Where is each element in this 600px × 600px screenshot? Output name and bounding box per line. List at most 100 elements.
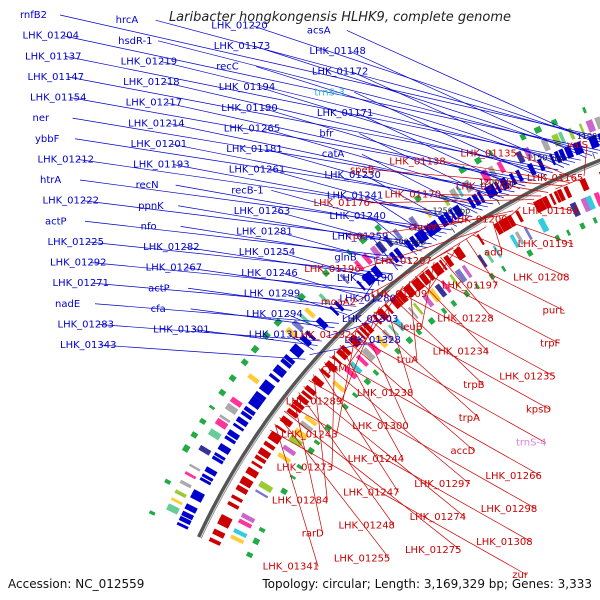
gene-label: LHK_01311 [249, 330, 305, 341]
gene-label: LHK_01301 [153, 325, 209, 336]
gene-label: ybbF [35, 134, 60, 145]
gene-label: LHK_01172 [312, 67, 368, 78]
kbp-tick-mark [543, 174, 547, 181]
gene-label: leuB [400, 322, 422, 333]
feature-tracks [148, 106, 600, 559]
label-leader [278, 251, 384, 283]
label-leader [369, 215, 418, 256]
gene-feature [229, 396, 243, 408]
gene-feature [277, 452, 292, 464]
gene-feature [293, 427, 309, 441]
gene-feature [414, 277, 425, 289]
label-leader [268, 169, 463, 224]
label-leader [155, 19, 600, 140]
gene-feature [577, 141, 585, 154]
label-leader [391, 296, 484, 386]
label-leader [284, 410, 461, 551]
label-leader [79, 179, 452, 231]
gene-feature [349, 361, 363, 374]
gene-feature [537, 217, 550, 233]
label-leader [266, 148, 483, 211]
gene-feature [597, 133, 600, 142]
gene-feature [532, 200, 543, 214]
label-leader [183, 246, 389, 279]
gene-label: LHK_01183 [522, 206, 578, 217]
gene-feature [407, 306, 419, 320]
label-leader [440, 194, 542, 197]
gene-label: LHK_01292 [50, 258, 106, 269]
gene-feature [304, 384, 317, 397]
gene-feature [427, 316, 436, 325]
kbp-tick-mark [451, 227, 456, 233]
gene-feature [370, 266, 382, 279]
gene-feature [253, 390, 267, 403]
gene-feature [211, 455, 224, 465]
gene-feature [351, 391, 359, 399]
gene-feature [315, 317, 329, 330]
gene-feature [548, 193, 557, 206]
gene-feature [558, 148, 568, 162]
gene-label: LHK_01308 [476, 537, 532, 548]
gene-feature [311, 375, 325, 388]
gene-label: LHK_01300 [352, 421, 408, 432]
label-leader [446, 252, 565, 311]
gene-label: LHK_01280 [339, 294, 395, 305]
label-leader [309, 339, 385, 356]
gene-feature [553, 190, 562, 203]
gene-label: LHK_01274 [410, 512, 466, 523]
gene-feature [240, 512, 256, 524]
gene-label: LHK_01275 [405, 545, 461, 556]
label-leader [323, 362, 470, 485]
gene-feature [493, 222, 504, 236]
gene-feature [415, 328, 423, 336]
gene-feature [240, 358, 249, 367]
accession-text: Accession: NC_012559 [8, 577, 144, 591]
kbp-tick-mark [407, 258, 413, 264]
kbp-tick-label: 1300 kbp [388, 238, 426, 247]
gene-feature [243, 405, 256, 417]
gene-feature [208, 537, 222, 546]
gene-feature [240, 475, 254, 486]
label-leader [303, 386, 466, 518]
label-leader [359, 133, 499, 202]
label-leader [190, 308, 335, 329]
gene-feature [509, 234, 520, 249]
gene-label: LHK_01194 [219, 82, 275, 93]
gene-feature [219, 414, 231, 424]
gene-feature [476, 233, 485, 246]
kbp-tick-label: 1250 kbp [433, 206, 471, 215]
gene-feature [213, 452, 226, 461]
gene-feature [214, 417, 229, 430]
label-leader [253, 45, 593, 156]
label-leader [77, 159, 473, 217]
gene-feature [280, 487, 288, 496]
gene-feature [296, 292, 306, 302]
gene-feature [373, 265, 384, 277]
gene-feature [279, 415, 294, 428]
gene-feature [456, 246, 467, 259]
gene-feature [592, 216, 598, 224]
gene-feature [219, 442, 232, 453]
gene-feature [455, 185, 465, 198]
gene-feature [550, 118, 559, 127]
gene-feature [224, 402, 239, 416]
gene-feature [500, 217, 513, 231]
gene-feature [393, 247, 405, 260]
gene-feature [304, 330, 317, 341]
label-leader [178, 205, 427, 248]
gene-feature [413, 194, 422, 203]
gene-feature [417, 228, 430, 242]
kbp-tick-mark [592, 153, 596, 159]
gene-label: LHK_01212 [38, 154, 94, 165]
gene-label: ner [33, 113, 50, 124]
gene-feature [406, 283, 417, 296]
gene-feature [585, 119, 597, 133]
gene-label: hrcA [116, 15, 139, 26]
label-leader [163, 81, 553, 173]
gene-feature [262, 331, 271, 340]
gene-label: LHK_01299 [244, 288, 300, 299]
gene-label: kpsD [526, 405, 551, 416]
gene-label: LHK_01263 [234, 206, 290, 217]
gene-labels: rnfB2 hrcA LHK_01220 acsA LHK_01204 hsdR-1 LHK… [20, 10, 588, 581]
gene-feature [443, 254, 455, 268]
